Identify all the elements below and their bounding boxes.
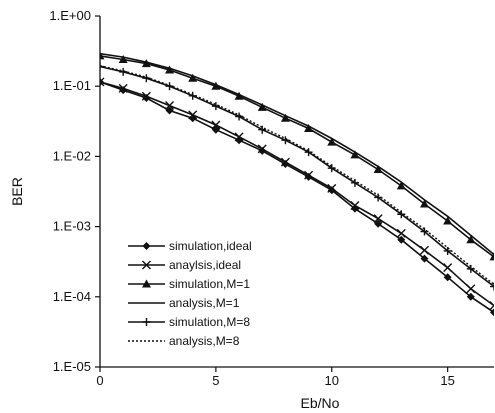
data-point	[350, 200, 360, 210]
data-point	[443, 216, 453, 225]
y-tick-label: 1.E-03	[53, 219, 91, 234]
data-point	[280, 157, 290, 167]
data-point	[258, 146, 267, 155]
data-point	[281, 159, 290, 168]
x-tick-label: 0	[96, 373, 103, 388]
legend-label: anaylsis,ideal	[169, 258, 241, 272]
data-point	[466, 284, 476, 294]
series-1	[100, 77, 494, 317]
series-line	[100, 81, 494, 314]
data-point	[490, 308, 494, 317]
legend-marker	[142, 260, 151, 270]
data-point	[397, 235, 406, 244]
data-point	[373, 214, 383, 224]
data-point	[258, 125, 267, 134]
series-6	[100, 65, 494, 285]
data-point	[419, 199, 429, 208]
data-point	[489, 252, 494, 261]
data-point	[443, 263, 453, 273]
data-point	[257, 102, 267, 111]
data-point	[211, 81, 221, 90]
data-point	[119, 67, 128, 76]
data-point	[118, 83, 128, 93]
data-point	[304, 123, 314, 132]
y-axis-title: BER	[9, 177, 25, 206]
data-point	[100, 77, 105, 87]
legend-label: simulation,M=1	[169, 277, 250, 291]
legend-item: simulation,M=8	[128, 315, 250, 329]
data-point	[327, 186, 336, 195]
legend-marker	[142, 318, 151, 326]
x-tick-label: 10	[325, 373, 339, 388]
data-point	[165, 101, 175, 111]
y-tick-label: 1.E-05	[53, 359, 91, 374]
data-point	[141, 91, 151, 101]
data-point	[443, 273, 452, 282]
y-tick-label: 1.E+00	[49, 8, 91, 23]
data-point	[235, 112, 244, 121]
data-point	[374, 219, 383, 228]
y-tick-label: 1.E-04	[53, 289, 91, 304]
series-2	[100, 77, 494, 311]
series-3	[100, 51, 494, 261]
x-axis-title: Eb/No	[301, 395, 340, 411]
legend-label: analysis,M=1	[169, 296, 240, 310]
data-point	[142, 74, 151, 83]
legend-label: analysis,M=8	[169, 334, 240, 348]
y-tick-label: 1.E-02	[53, 148, 91, 163]
legend: simulation,ideal anaylsis,ideal simulation…	[128, 239, 252, 348]
legend-item: simulation,M=1	[128, 277, 250, 291]
data-point	[100, 62, 104, 71]
data-point	[419, 245, 429, 255]
series-line	[100, 55, 494, 258]
series-line	[100, 65, 494, 288]
data-point	[490, 282, 494, 291]
data-point	[280, 113, 290, 122]
series-line	[100, 81, 494, 307]
y-tick-label: 1.E-01	[53, 78, 91, 93]
legend-item: simulation,ideal	[128, 239, 252, 253]
series-4	[100, 52, 494, 256]
legend-item: anaylsis,ideal	[128, 258, 241, 272]
data-point	[327, 183, 337, 193]
data-point	[211, 120, 221, 130]
series-group	[100, 51, 494, 317]
legend-marker	[142, 279, 151, 288]
x-tick-label: 5	[212, 373, 219, 388]
data-point	[350, 150, 360, 159]
data-point	[466, 292, 475, 301]
data-point	[165, 82, 174, 91]
legend-label: simulation,ideal	[169, 239, 252, 253]
data-point	[327, 137, 337, 146]
data-point	[100, 51, 105, 60]
data-point	[234, 132, 244, 142]
data-point	[281, 136, 290, 145]
series-5	[100, 62, 494, 291]
data-point	[234, 91, 244, 100]
data-point	[420, 254, 429, 263]
data-point	[396, 228, 406, 238]
series-line	[100, 52, 494, 256]
data-point	[373, 165, 383, 174]
legend-item: analysis,M=1	[128, 296, 240, 310]
legend-item: analysis,M=8	[128, 334, 240, 348]
data-point	[304, 170, 314, 180]
data-point	[396, 181, 406, 190]
data-point	[489, 301, 494, 311]
data-point	[188, 73, 198, 82]
x-tick-label: 15	[440, 373, 454, 388]
data-point	[188, 110, 198, 120]
series-line	[100, 65, 494, 285]
data-point	[165, 65, 175, 74]
data-point	[141, 59, 151, 68]
data-point	[257, 144, 267, 154]
data-point	[118, 55, 128, 64]
legend-label: simulation,M=8	[169, 315, 250, 329]
data-point	[466, 235, 476, 244]
legend-marker	[142, 242, 151, 250]
